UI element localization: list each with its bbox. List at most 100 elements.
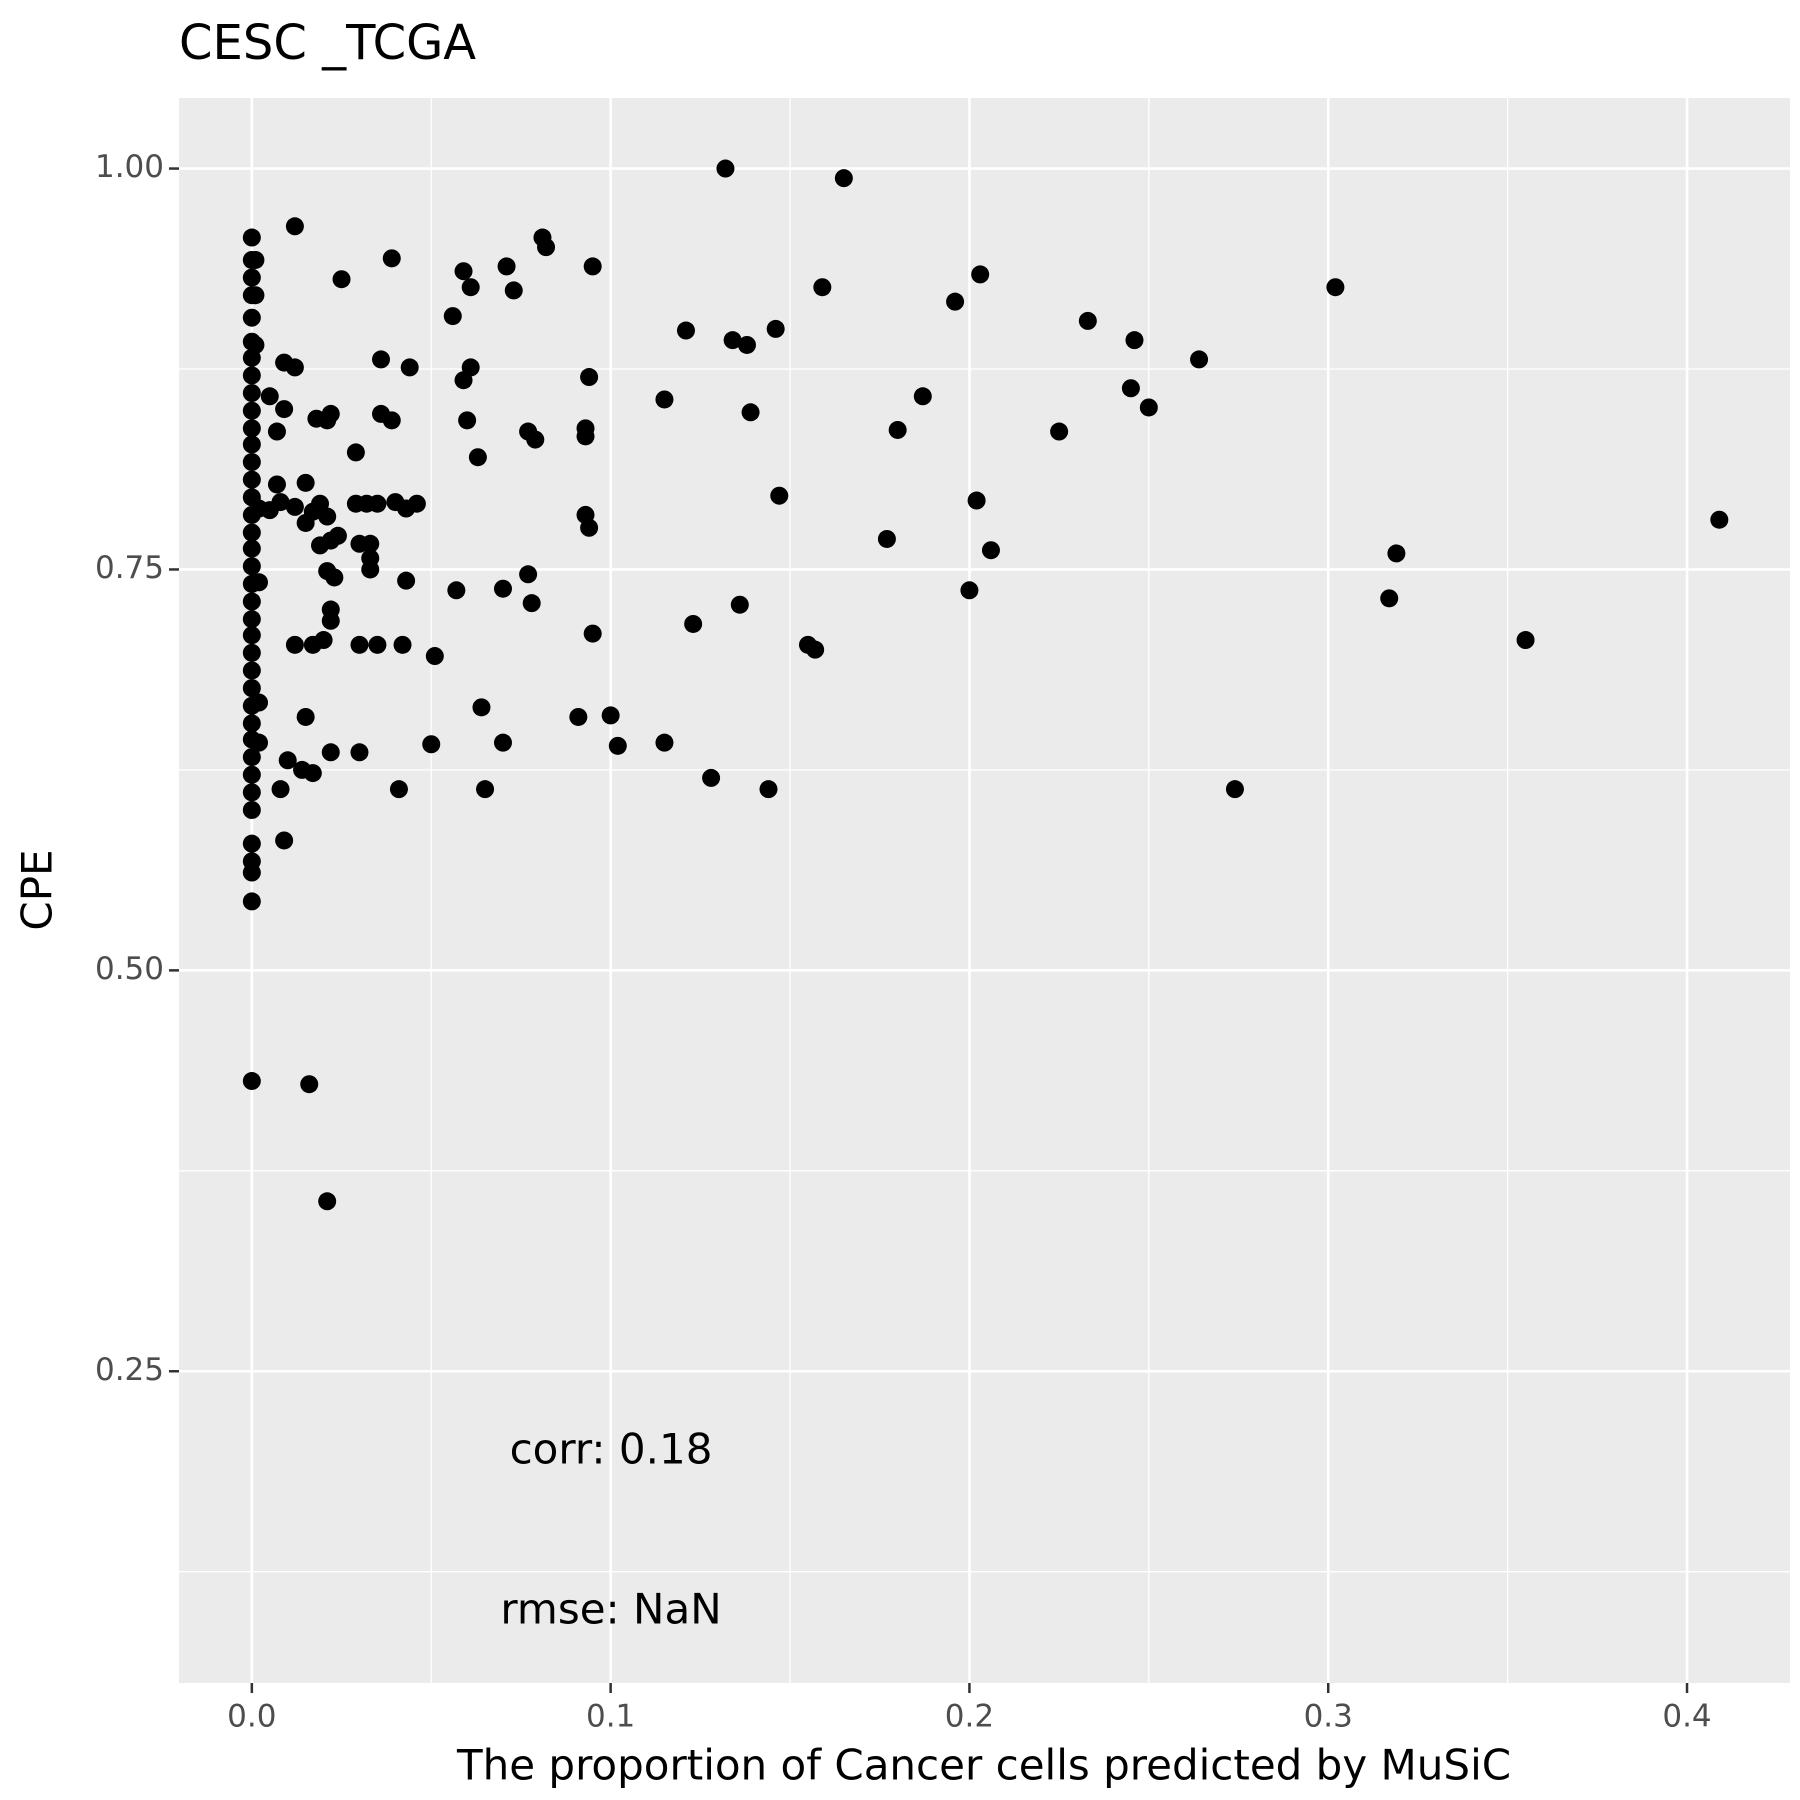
point <box>250 573 269 592</box>
point <box>447 581 466 600</box>
chart-title: CESC _TCGA <box>179 15 476 71</box>
point <box>813 278 832 297</box>
point <box>684 614 703 633</box>
point <box>260 387 279 406</box>
point <box>242 765 261 784</box>
point <box>576 427 595 446</box>
point <box>368 494 387 513</box>
point <box>676 321 695 340</box>
point <box>400 358 419 377</box>
point <box>242 419 261 438</box>
point <box>285 217 304 236</box>
point <box>806 640 825 659</box>
point <box>1225 780 1244 799</box>
point <box>493 733 512 752</box>
point <box>303 502 322 521</box>
point <box>422 735 441 754</box>
point <box>458 411 477 430</box>
point <box>246 286 265 305</box>
point <box>242 834 261 853</box>
point <box>655 390 674 409</box>
point <box>1516 631 1535 650</box>
point <box>242 453 261 472</box>
point <box>285 497 304 516</box>
point <box>372 350 391 369</box>
point <box>242 892 261 911</box>
point <box>321 611 340 630</box>
point <box>946 292 965 311</box>
point <box>350 743 369 762</box>
point <box>537 238 556 257</box>
point <box>504 281 523 300</box>
point <box>242 626 261 645</box>
point <box>242 592 261 611</box>
point <box>296 473 315 492</box>
point <box>242 268 261 287</box>
point <box>497 257 516 276</box>
point <box>741 403 760 422</box>
point <box>454 371 473 390</box>
point <box>242 539 261 558</box>
x-tick-label: 0.1 <box>586 1699 635 1735</box>
point <box>493 579 512 598</box>
point <box>770 486 789 505</box>
point <box>321 531 340 550</box>
y-axis-label: CPE <box>13 849 62 930</box>
x-tick-label: 0.4 <box>1662 1699 1711 1735</box>
point <box>583 624 602 643</box>
point <box>519 565 538 584</box>
point <box>888 420 907 439</box>
point <box>242 714 261 733</box>
point <box>332 270 351 289</box>
point <box>723 331 742 350</box>
point <box>716 159 735 178</box>
point <box>967 491 986 510</box>
point <box>601 706 620 725</box>
point <box>361 560 380 579</box>
point <box>580 368 599 387</box>
point <box>361 534 380 553</box>
point <box>1190 350 1209 369</box>
point <box>350 635 369 654</box>
y-tick-label: 0.75 <box>95 550 164 586</box>
point <box>303 635 322 654</box>
point <box>325 568 344 587</box>
point <box>368 635 387 654</box>
point <box>569 707 588 726</box>
point <box>1050 422 1069 441</box>
point <box>1125 331 1144 350</box>
point <box>580 518 599 537</box>
point <box>834 169 853 188</box>
point <box>425 647 444 666</box>
point <box>1139 398 1158 417</box>
point <box>242 661 261 680</box>
point <box>318 411 337 430</box>
point <box>285 358 304 377</box>
point <box>242 1072 261 1091</box>
y-tick-label: 1.00 <box>95 149 164 185</box>
point <box>583 257 602 276</box>
points <box>242 159 1729 1211</box>
point <box>271 780 290 799</box>
point <box>476 780 495 799</box>
point <box>275 400 294 419</box>
point <box>389 780 408 799</box>
point <box>526 430 545 449</box>
point <box>960 581 979 600</box>
point <box>461 278 480 297</box>
point <box>246 250 265 269</box>
point <box>346 443 365 462</box>
point <box>242 679 261 698</box>
point <box>242 863 261 882</box>
point <box>321 743 340 762</box>
point <box>242 748 261 767</box>
point <box>275 831 294 850</box>
point <box>1387 544 1406 563</box>
point <box>242 643 261 662</box>
point <box>285 635 304 654</box>
point <box>454 262 473 281</box>
point <box>267 422 286 441</box>
panel <box>179 98 1790 1683</box>
point <box>702 768 721 787</box>
point <box>260 501 279 520</box>
